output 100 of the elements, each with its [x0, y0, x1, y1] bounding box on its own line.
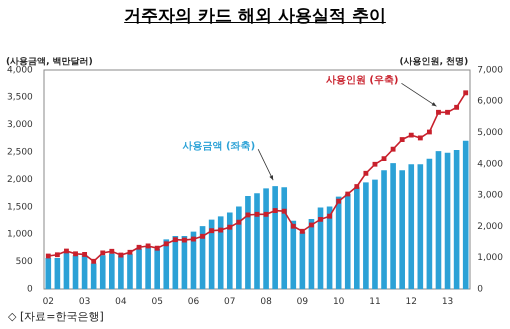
bar [127, 254, 133, 290]
x-tick-label: 08 [260, 296, 272, 307]
bar [272, 186, 278, 290]
bar [399, 170, 405, 290]
y-tick-label: 3,000 [7, 120, 34, 130]
point [109, 248, 114, 254]
bar [363, 182, 369, 290]
bar [200, 226, 206, 290]
point [64, 248, 69, 254]
point [408, 132, 414, 138]
point [46, 254, 51, 258]
x-tick-label: 12 [406, 296, 417, 307]
point [463, 90, 468, 96]
point [218, 228, 224, 232]
point [91, 258, 96, 264]
point [354, 184, 360, 189]
text: ◇ [자료=한국은행] [8, 309, 104, 324]
bar [418, 164, 424, 290]
bar [462, 140, 469, 290]
point [164, 241, 169, 246]
point [172, 237, 178, 242]
point [363, 170, 368, 176]
point [327, 214, 332, 219]
point [372, 162, 378, 167]
point [209, 228, 214, 234]
bar [281, 187, 288, 290]
bar [82, 255, 88, 290]
point [382, 156, 386, 162]
y2-tick-label: 1,000 [477, 253, 504, 264]
point [454, 104, 460, 110]
bar [208, 220, 214, 290]
y-tick-label: 500 [16, 257, 34, 268]
point [200, 234, 205, 239]
bar [454, 150, 460, 290]
x-tick-label: 11 [369, 296, 381, 307]
point [246, 212, 250, 218]
point [264, 212, 268, 217]
y2-axis-title: (사용인원, 천명) [399, 56, 468, 67]
bar [245, 196, 251, 290]
bar [226, 212, 233, 290]
bar [54, 258, 60, 290]
x-tick-label: 09 [296, 296, 308, 307]
point [136, 244, 142, 250]
bar [408, 164, 414, 290]
y-tick-label: 4,000 [7, 65, 34, 76]
point [318, 216, 323, 222]
y2-tick-label: 6,000 [477, 96, 504, 107]
x-tick-label: 13 [442, 296, 454, 307]
x-tick-label: 06 [188, 296, 200, 307]
point [100, 250, 106, 256]
x-tick-label: 10 [332, 296, 345, 307]
bar [263, 188, 269, 290]
bar [190, 232, 196, 290]
bar [390, 163, 396, 290]
x-tick-label: 05 [151, 296, 163, 307]
bar [372, 180, 378, 290]
bar [318, 208, 324, 290]
y-tick-label: 1,500 [7, 202, 34, 212]
point [73, 251, 78, 256]
point [128, 250, 132, 255]
bar [436, 151, 442, 290]
point [272, 208, 278, 214]
bar [172, 236, 178, 290]
bar [100, 255, 106, 290]
bar [182, 236, 188, 290]
bar [354, 187, 360, 290]
bar [154, 248, 160, 290]
point [227, 224, 232, 230]
bar [145, 247, 151, 290]
point [282, 208, 287, 214]
y-tick-label: 3,500 [7, 92, 34, 103]
point [146, 244, 151, 248]
point [336, 198, 342, 204]
point [154, 246, 160, 251]
point [300, 228, 305, 234]
point [345, 192, 350, 196]
bar [381, 170, 387, 290]
y-tick-label: 2,500 [7, 148, 34, 158]
point [426, 130, 432, 134]
y2-tick-label: 2,000 [477, 222, 504, 232]
y2-tick-label: 0 [477, 284, 484, 295]
x-tick-label: 04 [115, 296, 127, 307]
y2-tick-label: 7,000 [477, 65, 504, 76]
bar [326, 206, 332, 290]
point [254, 212, 260, 217]
bar [300, 232, 306, 290]
bar [308, 219, 314, 290]
bar [444, 152, 450, 290]
y-tick-label: 0 [27, 284, 34, 295]
bar [90, 263, 96, 290]
bar [218, 216, 224, 290]
y2-tick-label: 5,000 [477, 128, 504, 138]
chart-title: 거주자의 카드 해외 사용실적 추이 [123, 5, 387, 27]
bar [344, 194, 351, 290]
text: 사용인원 (우축) [326, 74, 398, 86]
point [236, 220, 242, 225]
point [82, 252, 88, 257]
point [309, 222, 314, 228]
x-tick-label: 03 [78, 296, 90, 307]
bar [336, 196, 342, 290]
